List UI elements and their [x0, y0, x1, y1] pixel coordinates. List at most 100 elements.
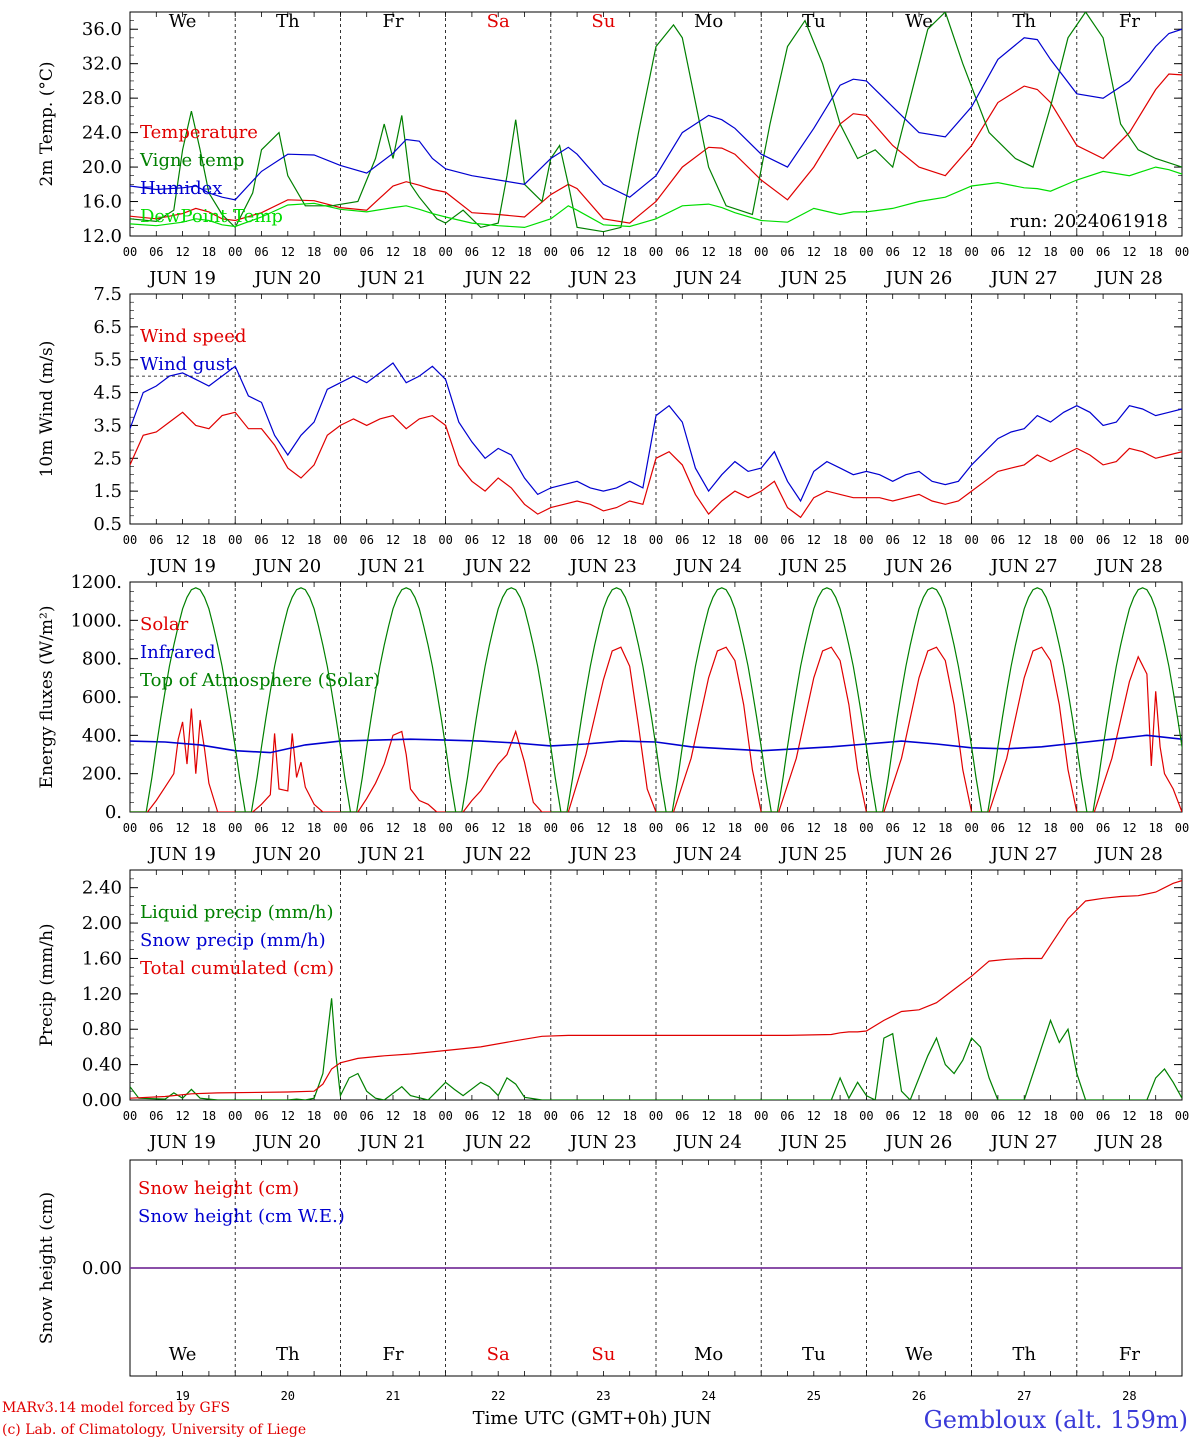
date-label: JUN 23 — [568, 556, 637, 577]
y-tick-label: 600. — [82, 687, 122, 708]
legend-entry: Humidex — [140, 178, 222, 199]
day-number-label: 26 — [912, 1389, 926, 1403]
date-label: JUN 20 — [252, 1132, 321, 1153]
legend-entry: Snow height (cm W.E.) — [138, 1206, 345, 1227]
x-tick-label: 00 — [123, 821, 137, 835]
x-tick-label: 00 — [754, 1109, 768, 1123]
day-number-label: 25 — [807, 1389, 821, 1403]
legend-entry: Temperature — [140, 122, 258, 143]
y-tick-label: 12.0 — [82, 226, 122, 247]
x-tick-label: 18 — [1043, 533, 1057, 547]
legend-entry: Solar — [140, 614, 189, 635]
x-tick-label: 12 — [807, 821, 821, 835]
date-label: JUN 22 — [463, 844, 532, 865]
y-tick-label: 0.00 — [82, 1258, 122, 1279]
panel-wind: 0.5 1.5 2.5 3.5 4.5 5.5 6.5 7.5 10m Wind (m/s) 00… — [37, 284, 1189, 577]
x-tick-label: 06 — [885, 1109, 899, 1123]
x-tick-label: 18 — [307, 821, 321, 835]
date-label: JUN 24 — [673, 268, 742, 289]
x-tick-label: 12 — [1017, 1109, 1031, 1123]
x-tick-label: 06 — [254, 245, 268, 259]
date-label: JUN 28 — [1094, 1132, 1163, 1153]
y-tick-label: 20.0 — [82, 157, 122, 178]
x-tick-label: 18 — [622, 821, 636, 835]
x-tick-label: 18 — [833, 1109, 847, 1123]
date-label: JUN 28 — [1094, 268, 1163, 289]
y-tick-label: 2.00 — [82, 913, 122, 934]
weekday-label: Fr — [382, 11, 403, 32]
date-label: JUN 19 — [147, 1132, 216, 1153]
x-tick-label: 06 — [1096, 1109, 1110, 1123]
x-tick-label: 00 — [333, 533, 347, 547]
x-tick-label: 06 — [780, 1109, 794, 1123]
x-tick-label: 00 — [544, 821, 558, 835]
x-tick-label: 00 — [544, 245, 558, 259]
x-tick-label: 12 — [701, 533, 715, 547]
date-label: JUN 19 — [147, 556, 216, 577]
y-axis-label: 2m Temp. (°C) — [37, 61, 57, 186]
x-tick-label: 12 — [175, 533, 189, 547]
x-tick-label: 12 — [912, 533, 926, 547]
weekday-label: We — [169, 11, 197, 32]
x-tick-label: 06 — [359, 245, 373, 259]
date-label: JUN 27 — [989, 268, 1058, 289]
x-tick-label: 00 — [333, 821, 347, 835]
day-number-label: 28 — [1122, 1389, 1136, 1403]
x-tick-label: 18 — [833, 245, 847, 259]
x-tick-label: 00 — [754, 821, 768, 835]
x-tick-label: 00 — [859, 1109, 873, 1123]
x-tick-label: 06 — [1096, 533, 1110, 547]
date-label: JUN 26 — [884, 556, 953, 577]
date-label: JUN 20 — [252, 268, 321, 289]
weekday-label: Su — [591, 1344, 615, 1365]
x-tick-label: 00 — [649, 245, 663, 259]
x-tick-label: 06 — [570, 533, 584, 547]
legend-entry: DewPoint Temp — [140, 206, 283, 227]
date-label: JUN 26 — [884, 844, 953, 865]
date-label: JUN 26 — [884, 1132, 953, 1153]
x-tick-label: 18 — [1043, 821, 1057, 835]
date-label: JUN 21 — [358, 556, 427, 577]
x-tick-label: 12 — [1122, 245, 1136, 259]
x-tick-label: 00 — [123, 1109, 137, 1123]
date-label: JUN 24 — [673, 844, 742, 865]
x-tick-label: 18 — [833, 821, 847, 835]
x-tick-label: 18 — [1148, 821, 1162, 835]
x-tick-label: 12 — [281, 245, 295, 259]
x-tick-label: 00 — [964, 533, 978, 547]
x-tick-label: 12 — [1122, 821, 1136, 835]
x-tick-label: 00 — [438, 1109, 452, 1123]
x-tick-label: 18 — [728, 245, 742, 259]
x-tick-label: 00 — [228, 533, 242, 547]
series-line-liquid-precip-mm-h — [130, 998, 1182, 1100]
x-tick-label: 06 — [149, 245, 163, 259]
date-label: JUN 21 — [358, 268, 427, 289]
weekday-label: We — [169, 1344, 197, 1365]
date-label: JUN 25 — [778, 268, 847, 289]
x-tick-label: 00 — [964, 1109, 978, 1123]
x-tick-label: 06 — [465, 245, 479, 259]
weekday-label: Fr — [1119, 11, 1140, 32]
x-tick-label: 18 — [728, 821, 742, 835]
legend-entry: Vigne temp — [139, 150, 244, 171]
y-tick-label: 400. — [82, 725, 122, 746]
x-tick-label: 06 — [780, 533, 794, 547]
y-tick-label: 7.5 — [93, 284, 122, 305]
y-axis-label: 10m Wind (m/s) — [37, 341, 57, 478]
x-tick-label: 06 — [570, 1109, 584, 1123]
run-label: run: 2024061918 — [1010, 211, 1168, 232]
x-tick-label: 06 — [359, 1109, 373, 1123]
panel-energy: 0. 200. 400. 600. 800. 1000. 1200. Energy fluxe… — [37, 572, 1189, 865]
y-tick-label: 6.5 — [93, 317, 122, 338]
x-tick-label: 00 — [333, 1109, 347, 1123]
x-tick-label: 00 — [228, 821, 242, 835]
x-tick-label: 12 — [912, 1109, 926, 1123]
x-tick-label: 00 — [1175, 821, 1189, 835]
x-tick-label: 12 — [281, 533, 295, 547]
weekday-label: Fr — [1119, 1344, 1140, 1365]
x-tick-label: 18 — [1043, 245, 1057, 259]
y-tick-label: 0.5 — [93, 514, 122, 535]
x-tick-label: 12 — [701, 245, 715, 259]
x-tick-label: 18 — [622, 245, 636, 259]
date-label: JUN 22 — [463, 556, 532, 577]
